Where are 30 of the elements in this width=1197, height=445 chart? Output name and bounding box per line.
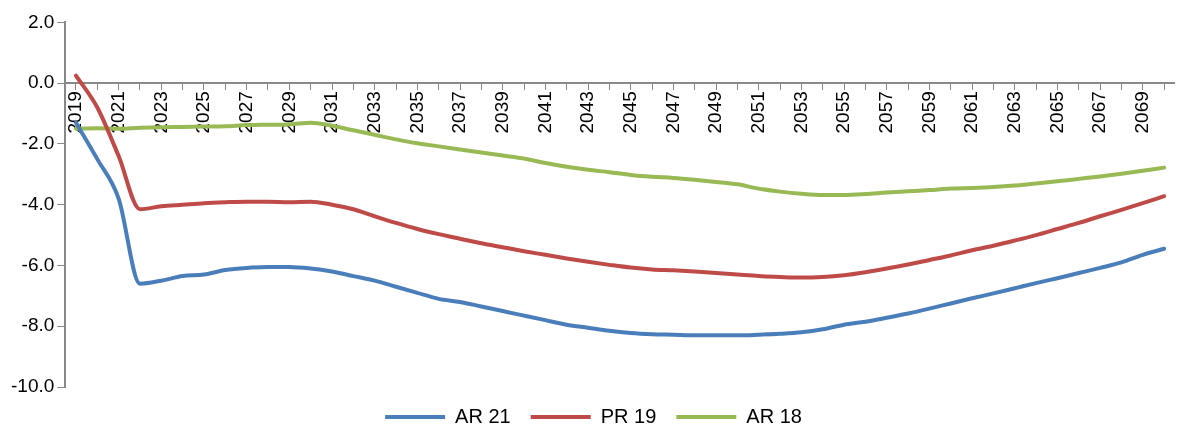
x-tick-label: 2037 [448,91,470,134]
x-tick-label: 2043 [576,91,598,134]
x-tick-label: 2041 [533,91,555,134]
x-tick-label: 2051 [746,91,768,134]
x-tick-label: 2061 [960,91,982,134]
y-tick-label: -4.0 [21,192,55,214]
x-tick-label: 2049 [704,91,726,134]
x-tick-label: 2055 [832,91,854,134]
x-tick-label: 2035 [405,91,427,134]
x-tick-label: 2029 [277,91,299,134]
legend-label: AR 18 [746,404,802,427]
legend-label: AR 21 [455,404,511,427]
y-tick-label: 2.0 [27,10,55,32]
y-tick-label: -8.0 [21,314,55,336]
y-tick-label: 0.0 [27,71,55,93]
y-tick-label: -2.0 [21,132,55,154]
x-tick-label: 2053 [789,91,811,134]
x-tick-label: 2057 [874,91,896,134]
y-tick-label: -10.0 [10,375,55,397]
x-tick-label: 2069 [1131,91,1152,134]
x-tick-label: 2039 [490,91,512,134]
x-tick-label: 2059 [917,91,939,134]
x-tick-label: 2063 [1002,91,1024,134]
x-tick-label: 2045 [618,91,640,134]
x-tick-label: 2033 [362,91,384,134]
x-tick-label: 2067 [1088,91,1110,134]
legend-label: PR 19 [600,404,657,427]
y-tick-label: -6.0 [21,253,55,275]
x-tick-label: 2065 [1045,91,1067,134]
x-tick-label: 2047 [661,91,683,134]
